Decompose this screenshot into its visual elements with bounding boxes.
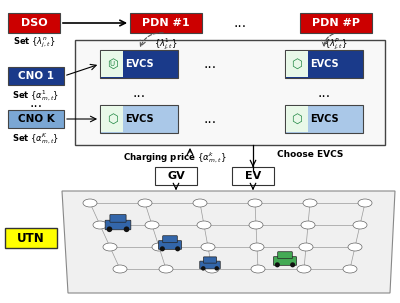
- Bar: [286, 106, 308, 132]
- Bar: [8, 13, 60, 33]
- Circle shape: [106, 226, 112, 232]
- Circle shape: [175, 246, 180, 251]
- Bar: [232, 167, 274, 185]
- Ellipse shape: [248, 199, 262, 207]
- Text: EVCS: EVCS: [310, 114, 338, 124]
- Bar: [75, 40, 385, 145]
- FancyBboxPatch shape: [163, 236, 177, 243]
- FancyBboxPatch shape: [274, 257, 296, 265]
- Polygon shape: [62, 191, 395, 293]
- Bar: [300, 13, 372, 33]
- Text: ...: ...: [30, 96, 42, 110]
- Ellipse shape: [113, 265, 127, 273]
- Bar: [285, 105, 363, 133]
- FancyBboxPatch shape: [204, 257, 216, 263]
- Ellipse shape: [152, 243, 166, 251]
- Bar: [155, 167, 197, 185]
- Ellipse shape: [159, 265, 173, 273]
- Text: ...: ...: [132, 86, 146, 100]
- Circle shape: [124, 226, 130, 232]
- Ellipse shape: [250, 243, 264, 251]
- Ellipse shape: [197, 221, 211, 229]
- Ellipse shape: [93, 221, 107, 229]
- Ellipse shape: [201, 243, 215, 251]
- FancyBboxPatch shape: [200, 261, 220, 269]
- Bar: [100, 50, 178, 78]
- Ellipse shape: [297, 265, 311, 273]
- Text: ⬡: ⬡: [106, 58, 118, 71]
- Text: ...: ...: [318, 86, 330, 100]
- Ellipse shape: [353, 221, 367, 229]
- Text: DSO: DSO: [21, 18, 47, 28]
- Text: Charging price $\{\alpha_{m,t}^{k}\}$: Charging price $\{\alpha_{m,t}^{k}\}$: [123, 150, 227, 165]
- Bar: [101, 106, 123, 132]
- Bar: [286, 51, 308, 77]
- Text: PDN #P: PDN #P: [312, 18, 360, 28]
- Text: ⬡: ⬡: [292, 58, 302, 71]
- Text: EVCS: EVCS: [125, 59, 153, 69]
- Text: ...: ...: [204, 112, 216, 126]
- Ellipse shape: [145, 221, 159, 229]
- Bar: [8, 67, 64, 85]
- Bar: [285, 50, 363, 78]
- Ellipse shape: [299, 243, 313, 251]
- FancyBboxPatch shape: [110, 215, 126, 222]
- Ellipse shape: [303, 199, 317, 207]
- Text: EVCS: EVCS: [310, 59, 338, 69]
- Text: ⬡: ⬡: [292, 112, 302, 125]
- Text: U: U: [110, 61, 114, 67]
- Ellipse shape: [251, 265, 265, 273]
- Text: $\{\lambda_{j,t}^{1}\}$: $\{\lambda_{j,t}^{1}\}$: [154, 36, 178, 52]
- Text: Set $\{\alpha_{m,t}^{1}\}$: Set $\{\alpha_{m,t}^{1}\}$: [12, 88, 60, 103]
- Text: ⬡: ⬡: [106, 112, 118, 125]
- FancyBboxPatch shape: [105, 220, 131, 230]
- Ellipse shape: [83, 199, 97, 207]
- Ellipse shape: [249, 221, 263, 229]
- Text: UTN: UTN: [17, 231, 45, 245]
- FancyBboxPatch shape: [158, 241, 182, 249]
- Ellipse shape: [343, 265, 357, 273]
- Text: EV: EV: [245, 171, 261, 181]
- Ellipse shape: [301, 221, 315, 229]
- Text: Choose EVCS: Choose EVCS: [277, 150, 343, 159]
- Bar: [130, 13, 202, 33]
- Circle shape: [160, 246, 165, 251]
- Circle shape: [201, 266, 206, 271]
- Ellipse shape: [205, 265, 219, 273]
- Text: Set $\{\lambda_{j,t}^{n}\}$: Set $\{\lambda_{j,t}^{n}\}$: [13, 36, 55, 50]
- Ellipse shape: [348, 243, 362, 251]
- Bar: [5, 228, 57, 248]
- Bar: [8, 110, 64, 128]
- Circle shape: [275, 262, 280, 267]
- Text: $\{\lambda_{j,t}^{P}\}$: $\{\lambda_{j,t}^{P}\}$: [324, 36, 348, 52]
- FancyBboxPatch shape: [278, 252, 292, 259]
- Text: CNO 1: CNO 1: [18, 71, 54, 81]
- Text: ...: ...: [234, 16, 246, 30]
- Text: ...: ...: [204, 57, 216, 71]
- Text: CNO K: CNO K: [18, 114, 54, 124]
- Ellipse shape: [138, 199, 152, 207]
- Bar: [100, 105, 178, 133]
- Text: EVCS: EVCS: [125, 114, 153, 124]
- Text: PDN #1: PDN #1: [142, 18, 190, 28]
- Bar: [101, 51, 123, 77]
- Ellipse shape: [358, 199, 372, 207]
- Text: Set $\{\alpha_{m,t}^{K}\}$: Set $\{\alpha_{m,t}^{K}\}$: [12, 131, 60, 146]
- Text: GV: GV: [167, 171, 185, 181]
- Ellipse shape: [103, 243, 117, 251]
- Circle shape: [214, 266, 219, 271]
- Circle shape: [290, 262, 295, 267]
- Ellipse shape: [193, 199, 207, 207]
